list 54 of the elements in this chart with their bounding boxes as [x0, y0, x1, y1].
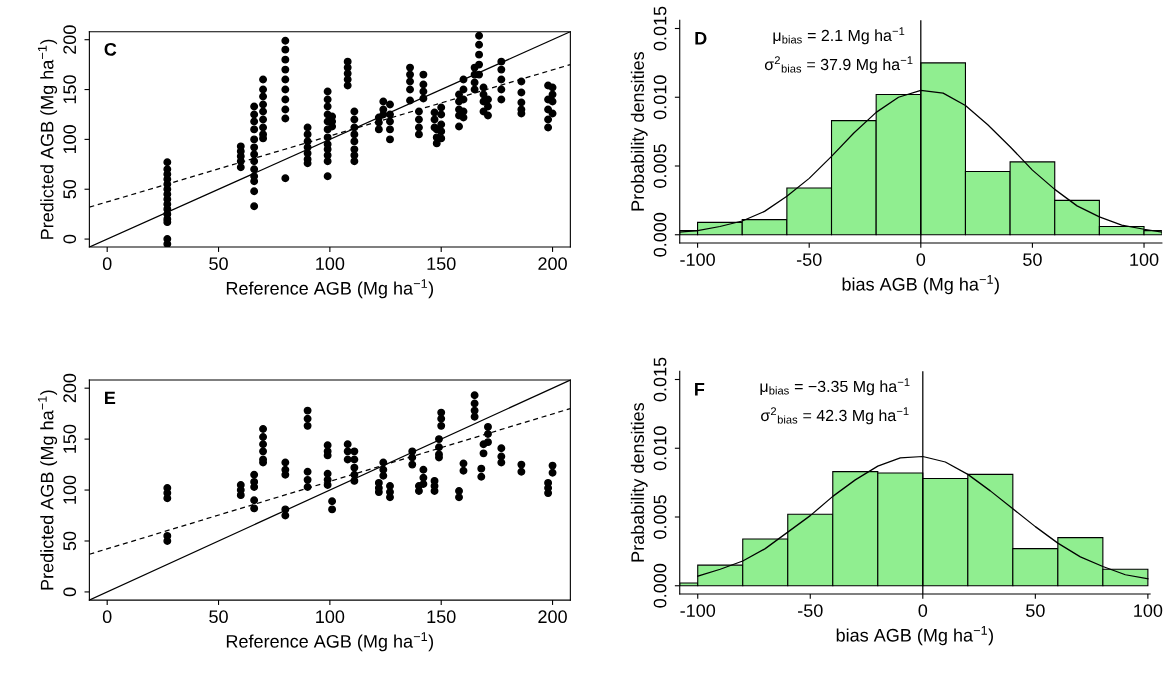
x-tick-label: 100: [1130, 253, 1159, 266]
y-tick-label: 0.010: [653, 75, 667, 120]
x-tick-label: 100: [1134, 604, 1163, 617]
x-tick-label: 50: [209, 610, 228, 624]
annotation: C: [104, 42, 117, 56]
x-tick-label: 50: [209, 257, 228, 271]
y-tick-label: 0.015: [653, 357, 667, 402]
annotation: E: [105, 391, 116, 405]
annotation: μ$_{bias}$ = −3.35 Mg ha$^{−1}$: [760, 378, 910, 396]
y-tick-label: 0.015: [653, 6, 667, 51]
annotation: F: [695, 383, 705, 396]
y-tick-label: 50: [63, 531, 77, 551]
x-tick-label: 200: [538, 610, 567, 624]
y-tick-label: 200: [63, 373, 77, 403]
annotation: D: [695, 32, 707, 45]
y-axis-title: Prabability densities: [630, 402, 648, 562]
x-axis-title: Reference AGB (Mg ha$^{−1}$): [226, 279, 434, 299]
y-tick-label: 50: [63, 179, 77, 199]
x-axis-title: Reference AGB (Mg ha$^{−1}$): [226, 632, 434, 652]
x-tick-label: -100: [680, 253, 715, 266]
x-axis-title: bias AGB (Mg ha$^{−1}$): [842, 275, 999, 295]
x-tick-label: 50: [1026, 604, 1045, 617]
x-tick-label: 150: [427, 610, 456, 624]
y-tick-label: 0.000: [653, 563, 667, 608]
y-tick-label: 200: [63, 25, 77, 54]
x-tick-label: 0: [102, 610, 112, 624]
x-axis-title: bias AGB (Mg ha$^{−1}$): [836, 626, 993, 646]
x-tick-label: 150: [427, 257, 456, 271]
y-tick-label: 0: [63, 234, 77, 244]
y-tick-label: 0.005: [653, 144, 667, 188]
y-tick-label: 0.000: [653, 212, 667, 257]
y-tick-label: 0.005: [653, 495, 667, 539]
y-tick-label: 150: [63, 75, 77, 104]
x-tick-label: 0: [102, 257, 112, 271]
y-axis-title: Probability densities: [630, 51, 648, 211]
y-tick-label: 100: [63, 475, 77, 504]
y-tick-label: 0: [63, 587, 77, 597]
x-tick-label: 0: [918, 604, 928, 617]
y-tick-label: 150: [63, 424, 77, 453]
x-tick-label: -50: [798, 604, 823, 617]
annotation: μ$_{bias}$ = 2.1 Mg ha$^{−1}$: [773, 27, 905, 45]
y-axis-title: Predicted AGB (Mg ha$^{−1}$): [37, 390, 58, 590]
x-tick-label: 50: [1023, 253, 1042, 266]
x-tick-label: 200: [538, 257, 567, 271]
y-axis-title: Predicted AGB (Mg ha$^{−1}$): [37, 39, 58, 239]
x-tick-label: 0: [916, 253, 926, 266]
x-tick-label: 100: [316, 257, 345, 271]
y-tick-label: 0.010: [653, 426, 667, 471]
annotation: σ$^{2}$$_{bias}$ = 37.9 Mg ha$^{−1}$: [764, 56, 913, 74]
x-tick-label: -100: [680, 604, 716, 617]
x-tick-label: -50: [796, 253, 822, 266]
x-tick-label: 100: [316, 610, 345, 624]
annotation: σ$^{2}$$_{bias}$ = 42.3 Mg ha$^{−1}$: [761, 407, 909, 425]
y-tick-label: 100: [63, 125, 77, 154]
